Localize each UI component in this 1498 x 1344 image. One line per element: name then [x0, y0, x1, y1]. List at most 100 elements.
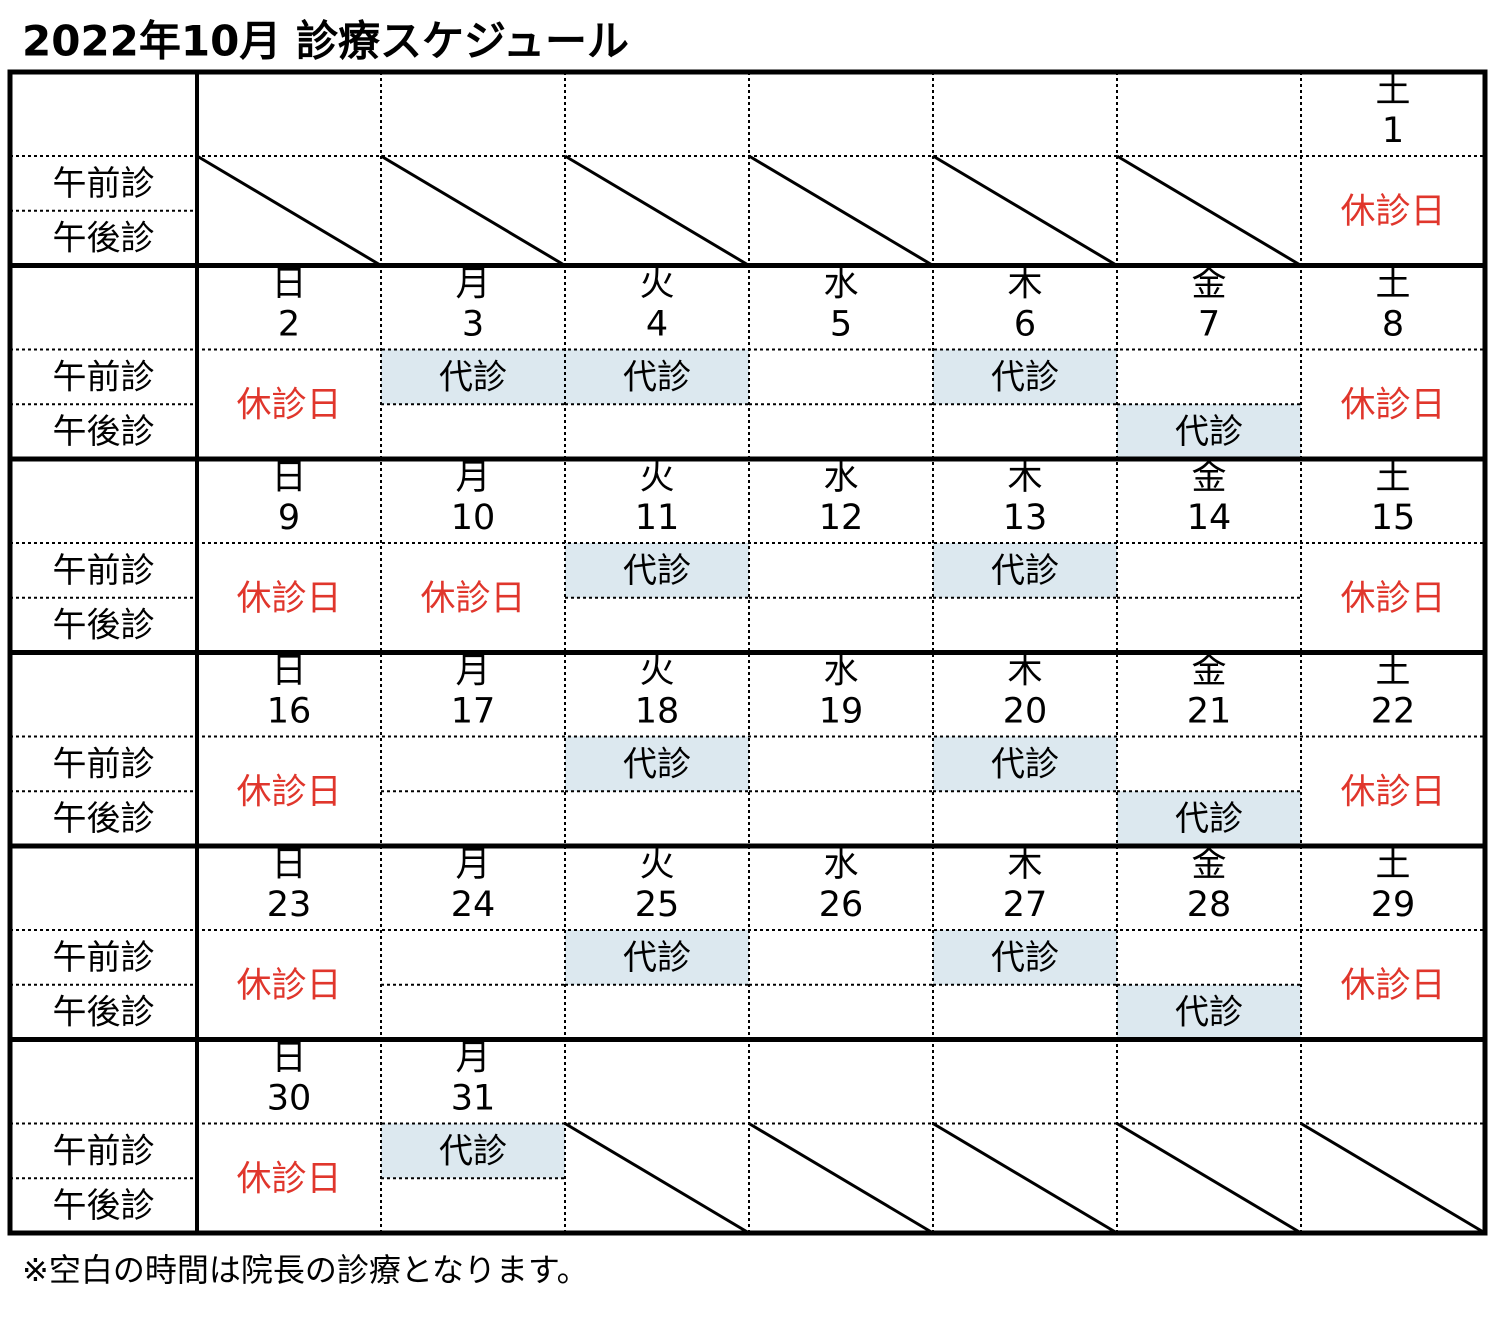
weekday: 日 [271, 458, 306, 498]
substitute-bg [381, 349, 565, 405]
substitute-label: 代診 [1175, 412, 1243, 452]
weekday: 月 [455, 1039, 490, 1079]
substitute-label: 代診 [623, 551, 691, 591]
weekday: 日 [271, 652, 306, 692]
row-label: 午後診 [53, 412, 155, 452]
date: 7 [1198, 305, 1220, 345]
date: 15 [1371, 498, 1416, 538]
date: 21 [1187, 692, 1232, 732]
date: 12 [819, 498, 864, 538]
footnote: ※空白の時間は院長の診療となります。 [22, 1251, 589, 1289]
substitute-bg [565, 349, 749, 405]
substitute-bg [1117, 791, 1301, 846]
substitute-bg [933, 349, 1117, 405]
closed-label: 休診日 [236, 966, 341, 1006]
row-label: 午前診 [53, 164, 155, 204]
substitute-label: 代診 [991, 551, 1059, 591]
weekday: 土 [1375, 265, 1410, 305]
weekday: 火 [639, 845, 674, 885]
substitute-bg [565, 736, 749, 792]
substitute-label: 代診 [439, 1131, 507, 1171]
substitute-label: 代診 [1175, 799, 1243, 839]
weekday: 月 [455, 652, 490, 692]
substitute-bg [565, 930, 749, 985]
weekday: 土 [1375, 71, 1410, 111]
empty-slash [748, 1122, 934, 1235]
date: 17 [451, 692, 496, 732]
substitute-label: 代診 [991, 938, 1059, 978]
empty-slash [932, 1122, 1118, 1235]
substitute-label: 代診 [1175, 993, 1243, 1033]
substitute-label: 代診 [439, 357, 507, 397]
substitute-label: 代診 [623, 744, 691, 784]
date: 9 [278, 498, 300, 538]
weekday: 日 [271, 265, 306, 305]
date: 19 [819, 692, 864, 732]
row-label: 午後診 [53, 606, 155, 646]
closed-label: 休診日 [236, 772, 341, 812]
weekday: 月 [455, 265, 490, 305]
date: 5 [830, 305, 852, 345]
title: 2022年10月 診療スケジュール [22, 17, 629, 66]
date: 11 [635, 498, 680, 538]
empty-slash [196, 154, 382, 267]
date: 31 [451, 1079, 496, 1119]
closed-label: 休診日 [1340, 772, 1445, 812]
date: 24 [451, 885, 496, 925]
empty-slash [1116, 1122, 1302, 1235]
substitute-label: 代診 [991, 357, 1059, 397]
weekday: 火 [639, 652, 674, 692]
date: 20 [1003, 692, 1048, 732]
closed-label: 休診日 [1340, 192, 1445, 232]
closed-label: 休診日 [236, 579, 341, 619]
date: 14 [1187, 498, 1232, 538]
date: 8 [1382, 305, 1404, 345]
substitute-bg [381, 1123, 565, 1179]
date: 29 [1371, 885, 1416, 925]
weekday: 木 [1007, 458, 1042, 498]
weekday: 水 [823, 652, 858, 692]
weekday: 日 [271, 1039, 306, 1079]
closed-label: 休診日 [236, 385, 341, 425]
weekday: 土 [1375, 458, 1410, 498]
weekday: 木 [1007, 845, 1042, 885]
table-border [7, 69, 1488, 1236]
closed-label: 休診日 [1340, 966, 1445, 1006]
weekday: 日 [271, 845, 306, 885]
date: 2 [278, 305, 300, 345]
empty-slash [1300, 1122, 1486, 1235]
row-label: 午後診 [53, 799, 155, 839]
closed-label: 休診日 [1340, 579, 1445, 619]
substitute-label: 代診 [623, 938, 691, 978]
empty-slash [1116, 154, 1302, 267]
closed-label: 休診日 [420, 579, 525, 619]
row-label: 午前診 [53, 1131, 155, 1171]
substitute-label: 代診 [991, 744, 1059, 784]
weekday: 火 [639, 265, 674, 305]
weekday: 土 [1375, 845, 1410, 885]
weekday: 火 [639, 458, 674, 498]
substitute-label: 代診 [623, 357, 691, 397]
row-label: 午前診 [53, 357, 155, 397]
weekday: 水 [823, 265, 858, 305]
date: 25 [635, 885, 680, 925]
weekday: 金 [1191, 458, 1226, 498]
weekday: 月 [455, 845, 490, 885]
row-label: 午前診 [53, 938, 155, 978]
substitute-bg [1117, 984, 1301, 1040]
date: 28 [1187, 885, 1232, 925]
row-label: 午後診 [53, 993, 155, 1033]
empty-slash [564, 1122, 750, 1235]
date: 1 [1382, 111, 1404, 151]
substitute-bg [933, 736, 1117, 792]
empty-slash [564, 154, 750, 267]
row-label: 午後診 [53, 219, 155, 259]
date: 18 [635, 692, 680, 732]
row-label: 午後診 [53, 1186, 155, 1226]
date: 6 [1014, 305, 1036, 345]
closed-label: 休診日 [1340, 385, 1445, 425]
substitute-bg [933, 543, 1117, 598]
date: 4 [646, 305, 668, 345]
weekday: 水 [823, 845, 858, 885]
